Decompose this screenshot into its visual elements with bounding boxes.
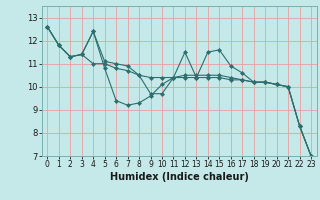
X-axis label: Humidex (Indice chaleur): Humidex (Indice chaleur): [110, 172, 249, 182]
